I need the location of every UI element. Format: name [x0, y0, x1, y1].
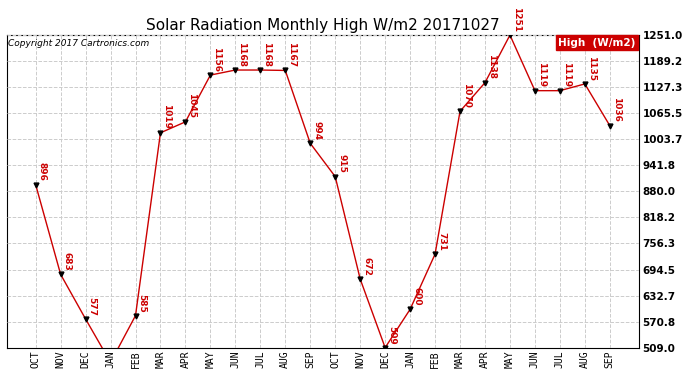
Text: 1156: 1156 — [213, 47, 221, 72]
Text: 1135: 1135 — [586, 56, 596, 81]
Text: 474: 474 — [0, 374, 1, 375]
Text: 1251: 1251 — [512, 7, 521, 32]
Text: 1045: 1045 — [188, 93, 197, 118]
Text: 915: 915 — [337, 154, 346, 173]
Text: 1119: 1119 — [537, 62, 546, 87]
Text: 1019: 1019 — [162, 104, 172, 129]
Text: 1119: 1119 — [562, 62, 571, 87]
Text: 1168: 1168 — [237, 42, 246, 67]
Text: 683: 683 — [63, 252, 72, 271]
Text: 600: 600 — [412, 288, 421, 306]
Text: High  (W/m2): High (W/m2) — [558, 38, 635, 48]
Text: 672: 672 — [362, 257, 371, 276]
Text: 1070: 1070 — [462, 83, 471, 108]
Text: 1138: 1138 — [487, 54, 496, 79]
Text: 1036: 1036 — [612, 98, 621, 122]
Text: 585: 585 — [137, 294, 146, 312]
Text: 577: 577 — [88, 297, 97, 316]
Text: Copyright 2017 Cartronics.com: Copyright 2017 Cartronics.com — [8, 39, 149, 48]
Text: 994: 994 — [313, 121, 322, 140]
Text: 1167: 1167 — [287, 42, 296, 67]
Text: 1168: 1168 — [262, 42, 271, 67]
Text: 731: 731 — [437, 232, 446, 251]
Text: 896: 896 — [38, 162, 47, 181]
Title: Solar Radiation Monthly High W/m2 20171027: Solar Radiation Monthly High W/m2 201710… — [146, 18, 500, 33]
Text: 509: 509 — [387, 326, 396, 344]
